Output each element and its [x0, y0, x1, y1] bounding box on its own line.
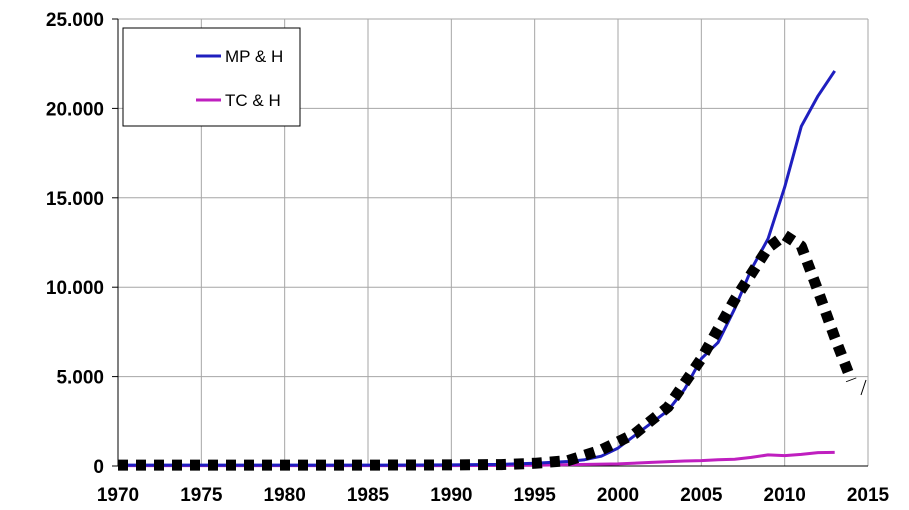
x-tick-label: 2010	[764, 485, 806, 506]
x-tick-label: 1970	[97, 485, 139, 506]
legend: MP & H TC & H	[122, 27, 301, 127]
legend-label-mp-h: MP & H	[225, 47, 283, 66]
y-tick-label: 25.000	[46, 10, 104, 31]
tick-labels: 1970 1975 1980 1985 1990 1995 2000 2005 2010 2015…	[46, 10, 890, 506]
x-tick-label: 2005	[680, 485, 723, 506]
x-tick-label: 2000	[597, 485, 639, 506]
series-line-trend	[118, 229, 857, 471]
x-tick-label: 1995	[514, 485, 557, 506]
y-tick-label: 0	[93, 457, 104, 478]
axis-break-mark	[860, 379, 867, 396]
legend-label-tc-h: TC & H	[225, 91, 281, 110]
x-tick-label: 1975	[180, 485, 223, 506]
x-tick-label: 1990	[430, 485, 472, 506]
x-tick-label: 2015	[847, 485, 890, 506]
x-tick-label: 1985	[347, 485, 390, 506]
y-tick-label: 20.000	[46, 99, 104, 120]
x-tick-label: 1980	[264, 485, 306, 506]
y-tick-label: 10.000	[46, 278, 104, 299]
series-layer	[118, 70, 857, 471]
y-tick-label: 15.000	[46, 189, 104, 210]
y-tick-label: 5.000	[56, 368, 104, 389]
legend-box	[122, 27, 301, 127]
